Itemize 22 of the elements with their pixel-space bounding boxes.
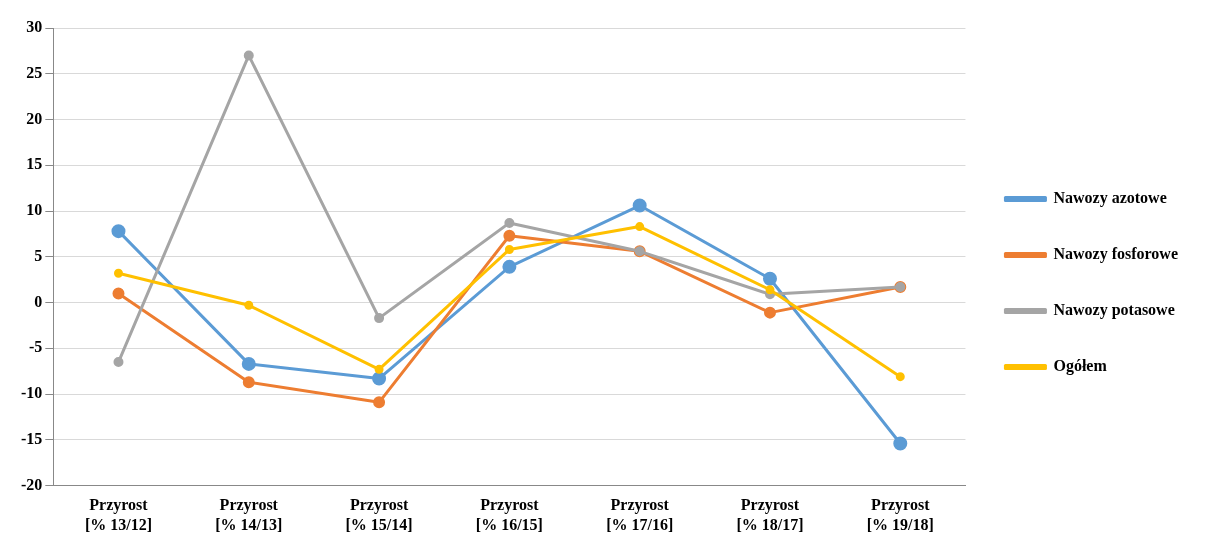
x-tick-label: Przyrost [% 17/16] xyxy=(606,496,674,533)
y-tick-label: 0 xyxy=(34,292,43,310)
y-tick-label: 20 xyxy=(26,109,43,127)
y-tick-label: 10 xyxy=(26,201,43,219)
x-tick-label: Przyrost [% 16/15] xyxy=(475,496,543,533)
x-tick-label: Przyrost [% 15/14] xyxy=(345,496,413,533)
y-tick-label: 30 xyxy=(26,18,43,36)
y-tick-label: -10 xyxy=(21,384,43,402)
legend-label: Nawozy fosforowe xyxy=(1053,245,1178,264)
x-tick-label: Przyrost [% 13/12] xyxy=(84,496,153,533)
legend-label: Ogółem xyxy=(1053,357,1108,376)
legend-label: Nawozy potasowe xyxy=(1053,301,1175,320)
legend-label: Nawozy azotowe xyxy=(1053,189,1167,208)
y-tick-label: 15 xyxy=(26,155,43,173)
y-tick-label: -20 xyxy=(21,475,43,493)
y-tick-label: -5 xyxy=(29,338,43,356)
y-tick-label: -15 xyxy=(21,429,43,447)
x-tick-label: Przyrost [% 19/18] xyxy=(866,496,934,533)
y-tick-label: 25 xyxy=(26,63,43,81)
x-tick-label: Przyrost [% 14/13] xyxy=(215,496,283,533)
x-tick-label: Przyrost [% 18/17] xyxy=(736,496,804,533)
y-tick-label: 5 xyxy=(34,246,43,264)
